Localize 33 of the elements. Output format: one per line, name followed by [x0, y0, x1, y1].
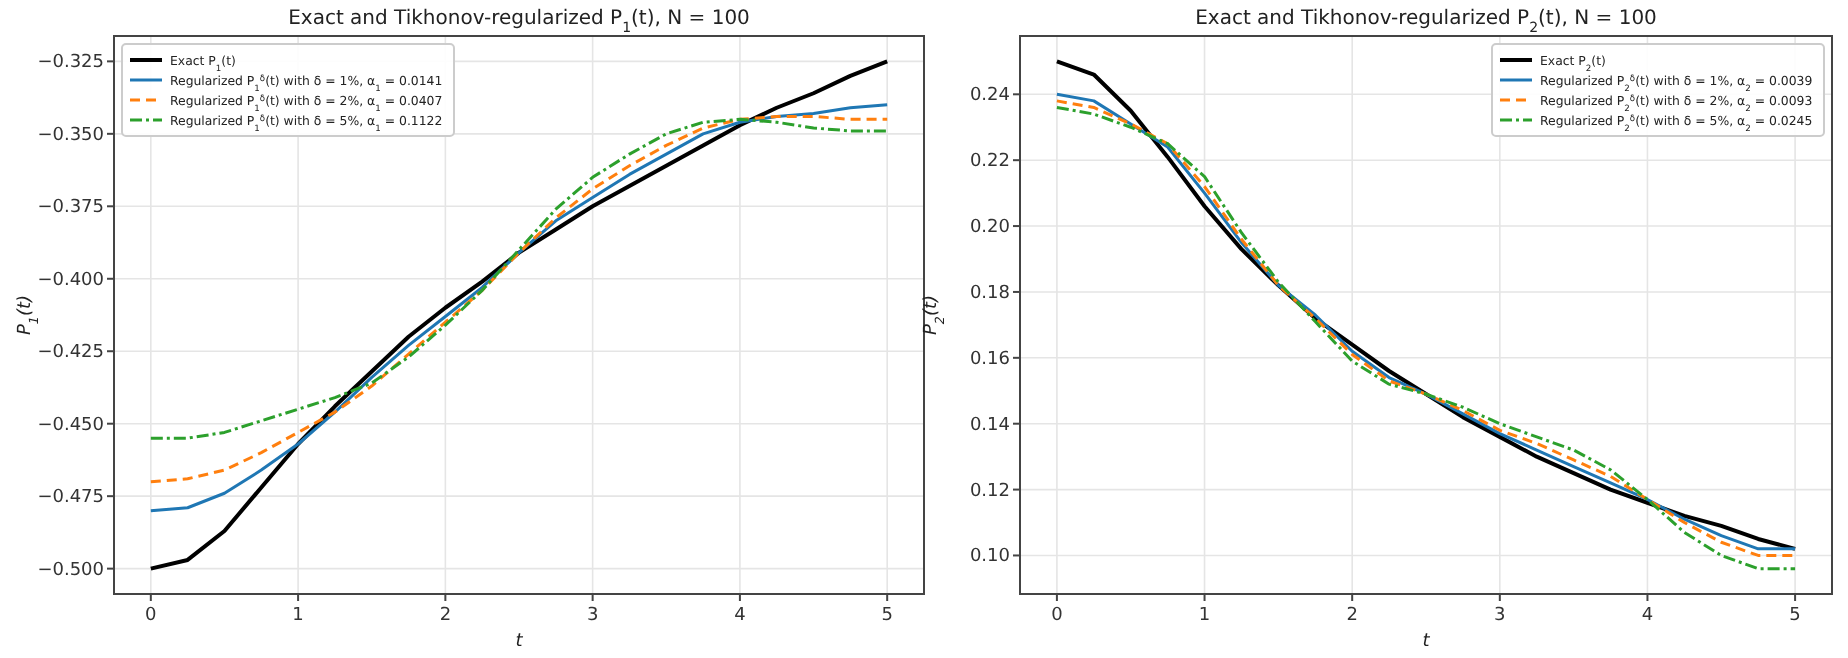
line-series [148, 59, 890, 571]
x-tick-label: 4 [1641, 606, 1654, 626]
y-tick-label: −0.400 [37, 270, 105, 291]
chart-title: Exact and Tikhonov-regularized P$_{1}$(t), N = 100 [288, 8, 750, 36]
y-tick-label: −0.450 [37, 415, 105, 436]
x-tick-label: 5 [1789, 606, 1801, 626]
x-tick-label: 4 [734, 606, 747, 626]
y-tick-label: 0.10 [969, 547, 1011, 568]
x-tick-label: 1 [1198, 606, 1211, 626]
x-axis-title: t [1422, 632, 1431, 652]
x-tick-label: 1 [292, 606, 304, 626]
y-tick-label: −0.500 [37, 560, 105, 581]
y-tick-label: 0.18 [969, 283, 1011, 304]
x-tick-label: 0 [145, 606, 158, 626]
y-tick-label: −0.325 [37, 53, 104, 74]
y-tick-label: 0.12 [969, 481, 1010, 502]
x-tick-label: 2 [439, 606, 452, 626]
x-tick-label: 3 [586, 606, 599, 626]
y-tick-label: 0.16 [969, 349, 1011, 370]
chart-title: Exact and Tikhonov-regularized P$_{2}$(t), N = 100 [1195, 8, 1657, 36]
y-tick-label: −0.425 [37, 343, 104, 364]
x-axis-title: t [515, 632, 524, 652]
x-tick-label: 3 [1494, 606, 1506, 626]
y-tick-label: 0.22 [969, 152, 1010, 173]
y-tick-label: −0.375 [37, 198, 104, 219]
x-tick-label: 2 [1346, 606, 1358, 626]
x-tick-label: 5 [881, 606, 893, 626]
y-tick-label: −0.475 [37, 488, 104, 509]
y-tick-label: 0.24 [969, 86, 1011, 107]
y-tick-label: −0.350 [37, 125, 105, 146]
y-tick-label: 0.14 [969, 415, 1011, 436]
x-tick-label: 0 [1051, 606, 1064, 626]
y-tick-label: 0.20 [969, 218, 1011, 239]
